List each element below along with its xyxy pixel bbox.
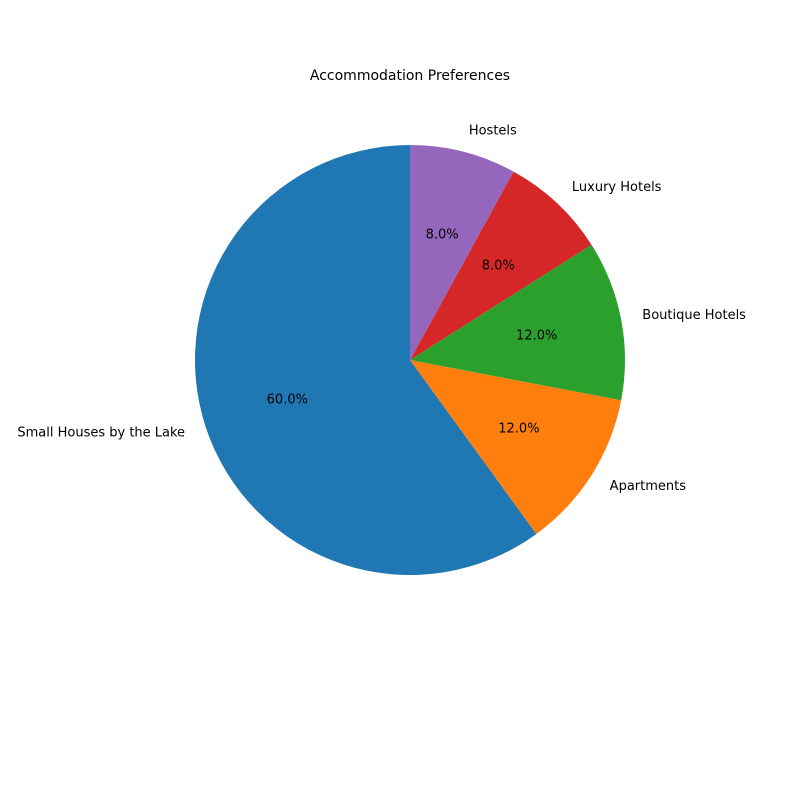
pie-slice-apartments bbox=[410, 360, 622, 534]
slice-label: Boutique Hotels bbox=[642, 308, 746, 323]
pie-labels: Small Houses by the Lake 60.0% Apartments 1… bbox=[17, 123, 746, 494]
pie-slice-boutique-hotels bbox=[410, 244, 625, 401]
slice-percent-label: 60.0% bbox=[267, 392, 308, 407]
slice-percent-label: 12.0% bbox=[498, 422, 539, 437]
slice-label: Small Houses by the Lake bbox=[17, 426, 185, 441]
slice-percent-label: 12.0% bbox=[516, 328, 557, 343]
chart-title: Accommodation Preferences bbox=[310, 68, 510, 84]
slice-label: Luxury Hotels bbox=[572, 180, 662, 195]
pie-slice-luxury-hotels bbox=[410, 171, 592, 360]
slice-percent-label: 8.0% bbox=[482, 258, 515, 273]
slice-label: Hostels bbox=[469, 123, 517, 138]
pie-slices bbox=[194, 145, 625, 576]
slice-label: Apartments bbox=[610, 479, 687, 494]
pie-slice-small-houses-by-the-lake bbox=[194, 145, 537, 576]
pie-slice-hostels bbox=[410, 145, 514, 360]
slice-percent-label: 8.0% bbox=[426, 228, 459, 243]
